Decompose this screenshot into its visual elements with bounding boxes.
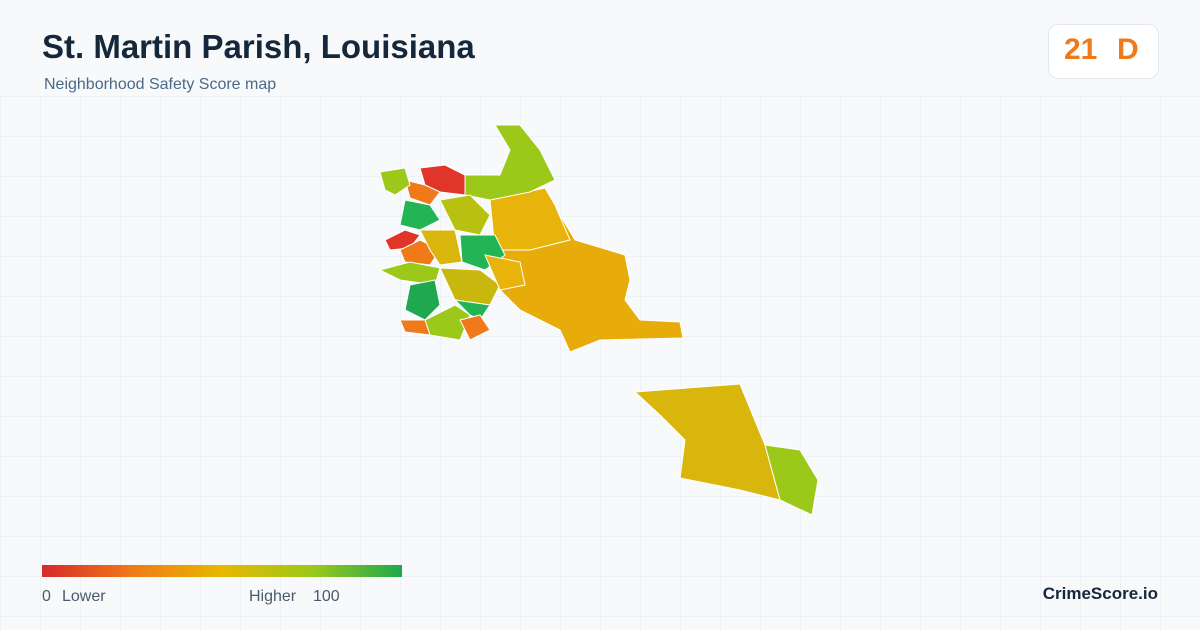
regions bbox=[378, 124, 819, 516]
legend-gradient bbox=[42, 565, 402, 577]
legend-min: 0 bbox=[42, 588, 51, 605]
legend-max: 100 bbox=[313, 588, 340, 605]
legend-max-label: Higher bbox=[249, 588, 297, 605]
subtitle: Neighborhood Safety Score map bbox=[44, 76, 277, 93]
legend-min-label: Lower bbox=[62, 588, 106, 605]
grid bbox=[0, 96, 1200, 630]
score: 21 bbox=[1064, 33, 1098, 66]
brand: CrimeScore.io bbox=[1042, 584, 1158, 603]
grade: D bbox=[1117, 33, 1139, 66]
score-box bbox=[1048, 24, 1159, 79]
title: St. Martin Parish, Louisiana bbox=[42, 28, 475, 65]
